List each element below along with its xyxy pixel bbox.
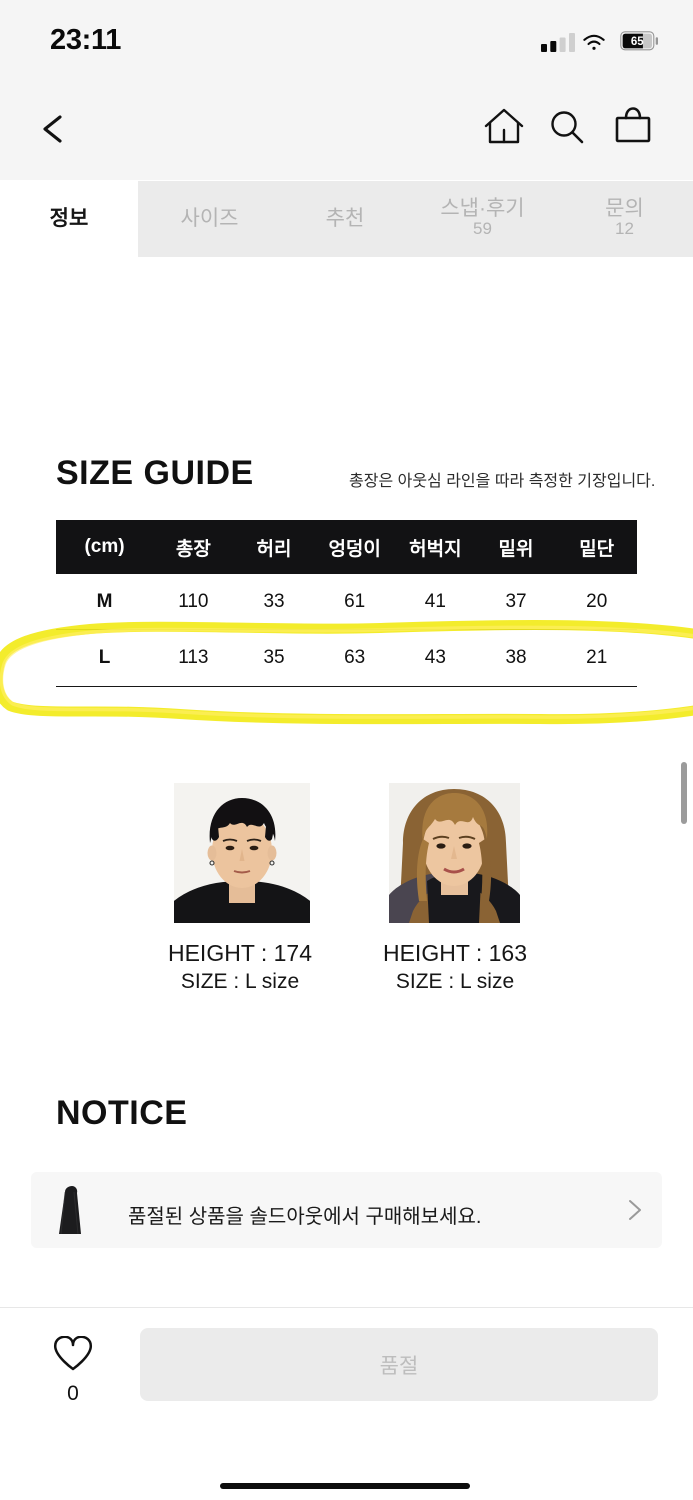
svg-text:65: 65 bbox=[631, 36, 644, 48]
